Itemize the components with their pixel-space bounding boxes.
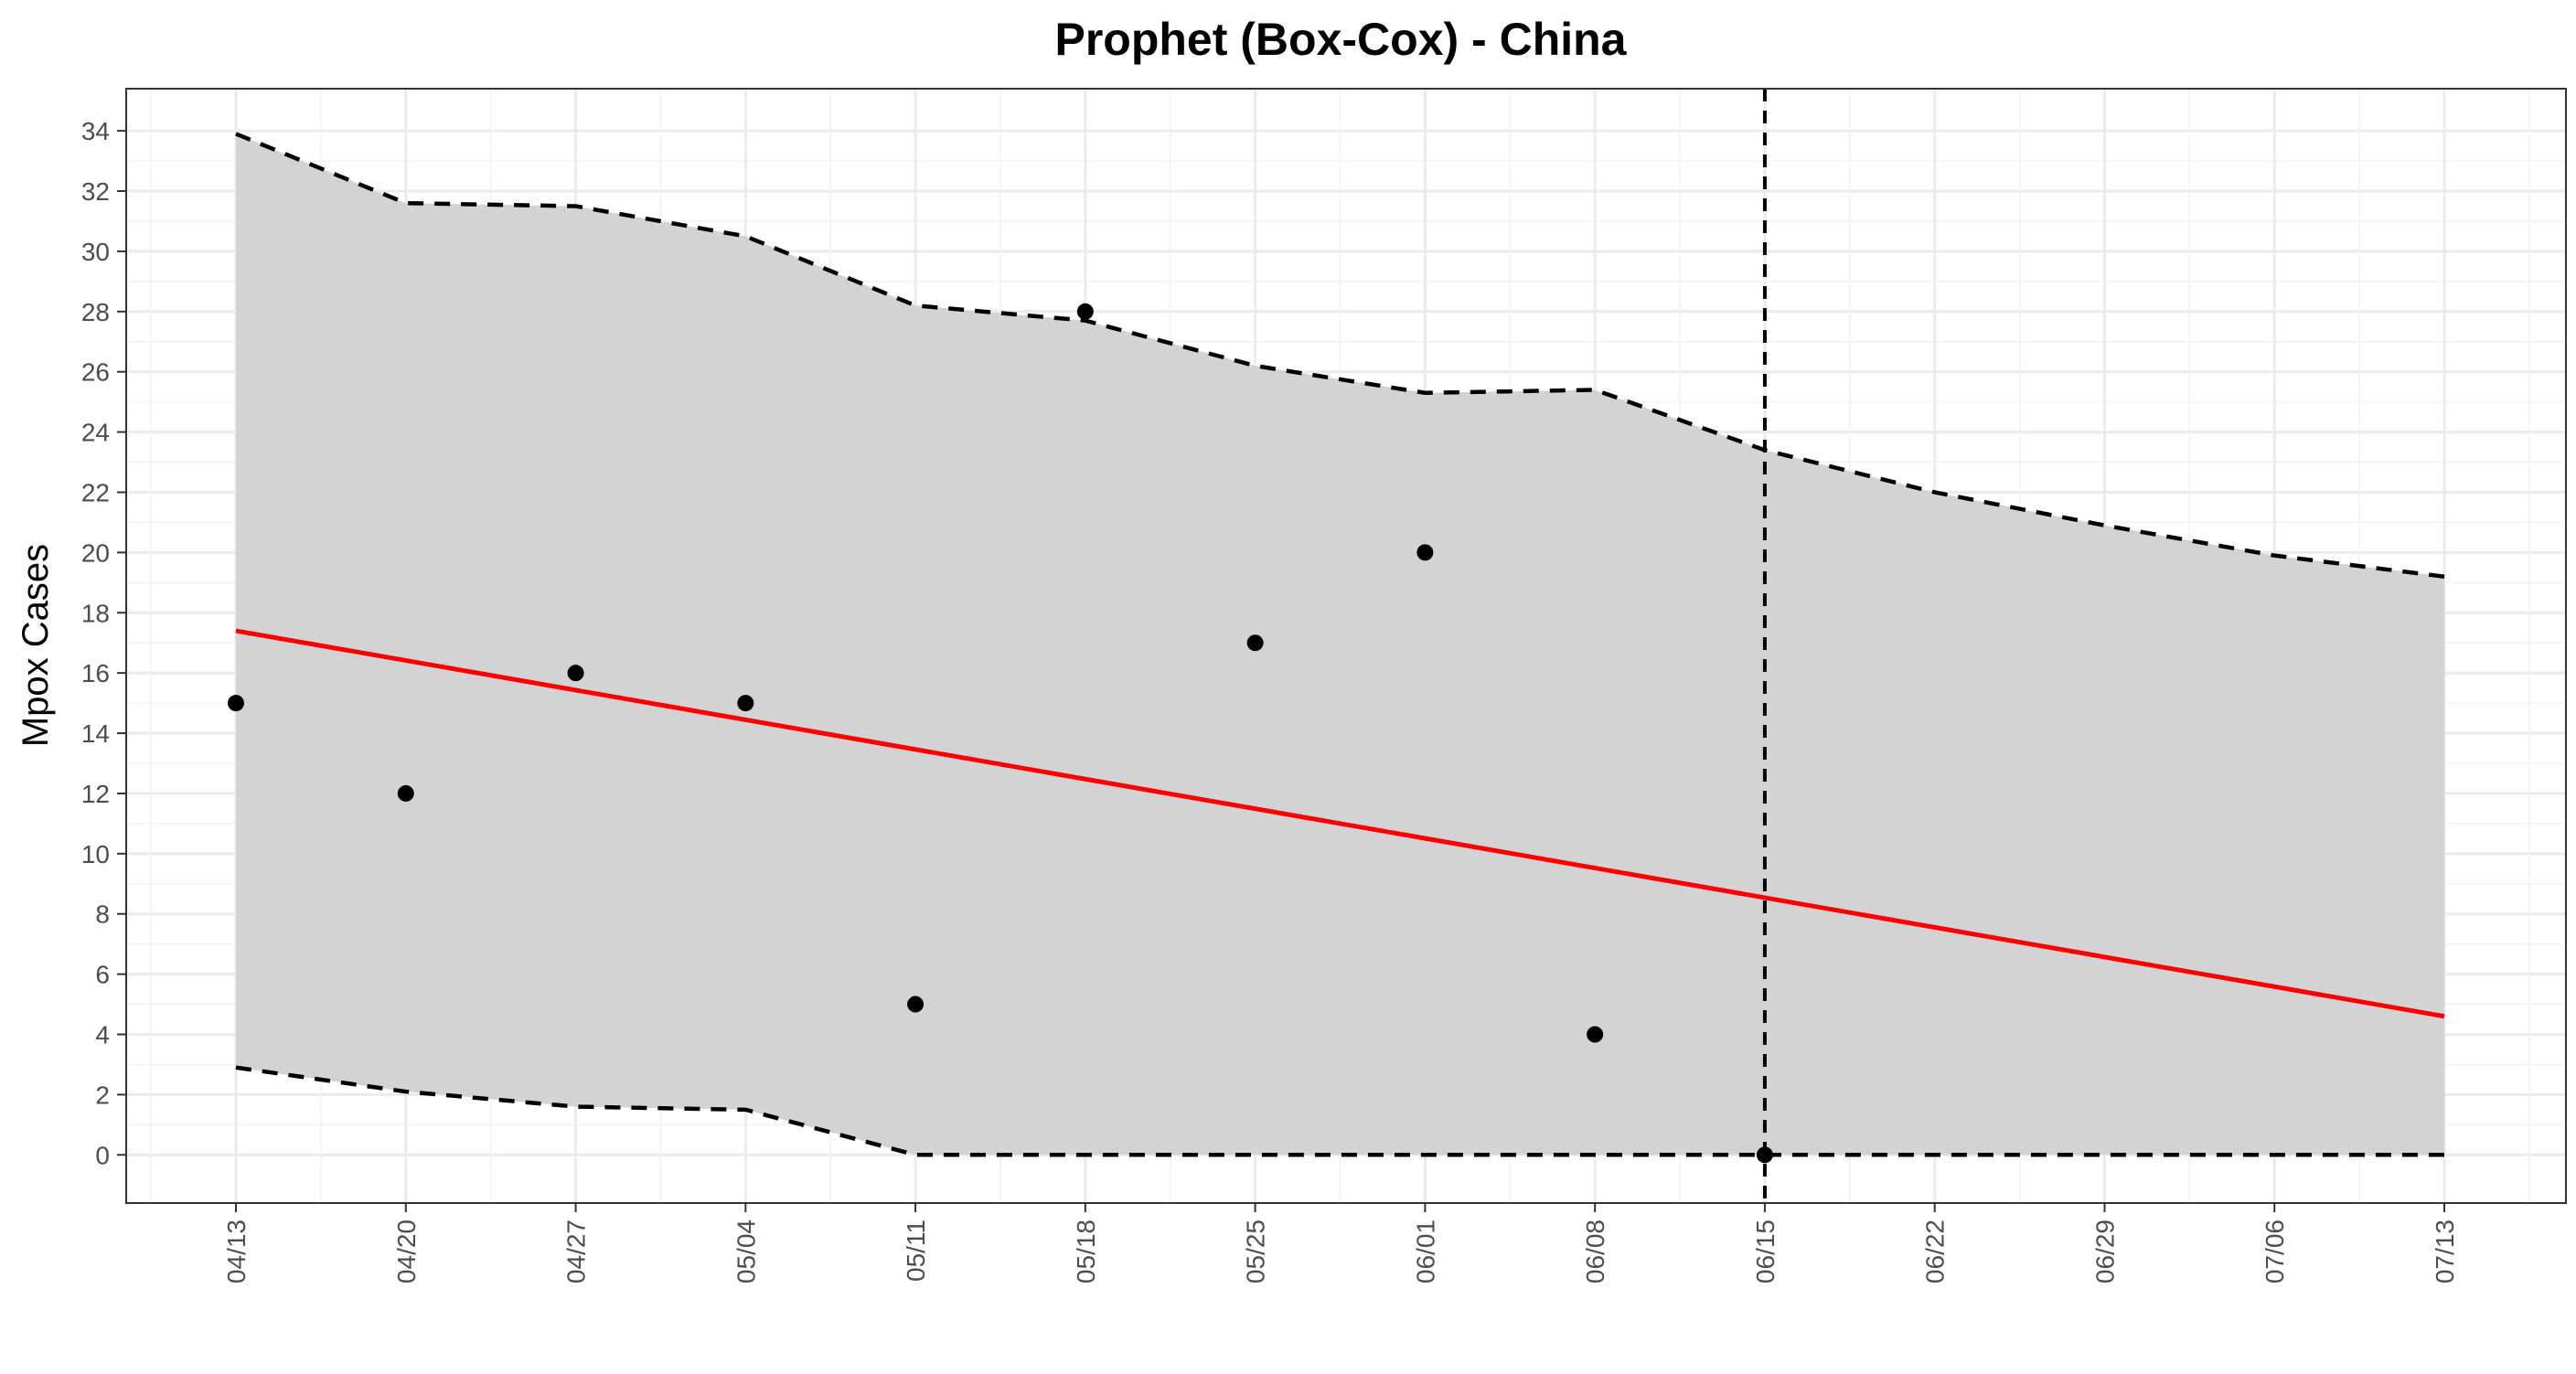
y-tick-label: 10 (81, 840, 110, 868)
y-tick-label: 12 (81, 780, 110, 808)
observed-point (1246, 634, 1264, 652)
observed-point (737, 695, 754, 712)
line-group (235, 628, 2445, 1019)
observed-point (907, 996, 925, 1013)
y-tick-label: 30 (81, 238, 110, 266)
y-tick-label: 24 (81, 419, 110, 447)
observed-point (1076, 303, 1094, 320)
x-tick-label: 06/22 (1921, 1220, 1950, 1283)
x-tick-label: 06/29 (2090, 1220, 2119, 1283)
panel-border (125, 88, 2567, 1204)
x-tick-label: 04/13 (222, 1220, 251, 1283)
y-tick-label: 0 (95, 1141, 110, 1169)
observed-point (567, 665, 584, 682)
x-tick-label: 07/06 (2261, 1220, 2289, 1283)
x-tick-label: 06/15 (1751, 1220, 1780, 1283)
y-tick-label: 18 (81, 599, 110, 627)
y-tick-label: 20 (81, 538, 110, 567)
y-tick-label: 34 (81, 117, 110, 145)
y-tick-label: 32 (81, 177, 110, 206)
x-tick-label: 05/11 (902, 1220, 930, 1282)
x-tick-label: 05/04 (732, 1220, 760, 1283)
y-tick-label: 6 (95, 961, 110, 989)
observed-point (397, 784, 414, 802)
interval-band-group (235, 89, 2445, 1203)
y-tick-label: 14 (81, 719, 110, 748)
y-tick-label: 22 (81, 478, 110, 506)
points-group (228, 303, 1773, 1164)
x-tick-label: 05/18 (1072, 1220, 1100, 1283)
x-tick-label: 07/13 (2431, 1220, 2459, 1283)
x-tick-label: 04/27 (562, 1220, 591, 1283)
x-tick-label: 06/01 (1411, 1220, 1439, 1283)
observed-point (1416, 544, 1434, 561)
y-tick-label: 4 (95, 1021, 110, 1049)
x-tick-label: 06/08 (1581, 1220, 1609, 1283)
y-tick-label: 8 (95, 900, 110, 929)
y-tick-label: 26 (81, 358, 110, 387)
upper-bound-line (235, 132, 2445, 579)
y-tick-label: 2 (95, 1081, 110, 1109)
x-tick-label: 05/25 (1242, 1220, 1270, 1283)
chart-title: Prophet (Box-Cox) - China (1055, 14, 1628, 65)
observed-point (1756, 1146, 1773, 1164)
x-axis: 04/13 04/20 04/27 05/04 05/11 05/18 05/25 06/01… (222, 1203, 2459, 1283)
observed-point (1587, 1026, 1604, 1043)
x-tick-label: 04/20 (392, 1220, 421, 1283)
interval-band (236, 133, 2444, 1156)
y-tick-label: 28 (81, 298, 110, 326)
observed-point (228, 695, 244, 712)
y-tick-label: 16 (81, 659, 110, 687)
forecast-trend-line (235, 628, 2445, 1019)
y-axis-label: Mpox Cases (16, 544, 56, 747)
